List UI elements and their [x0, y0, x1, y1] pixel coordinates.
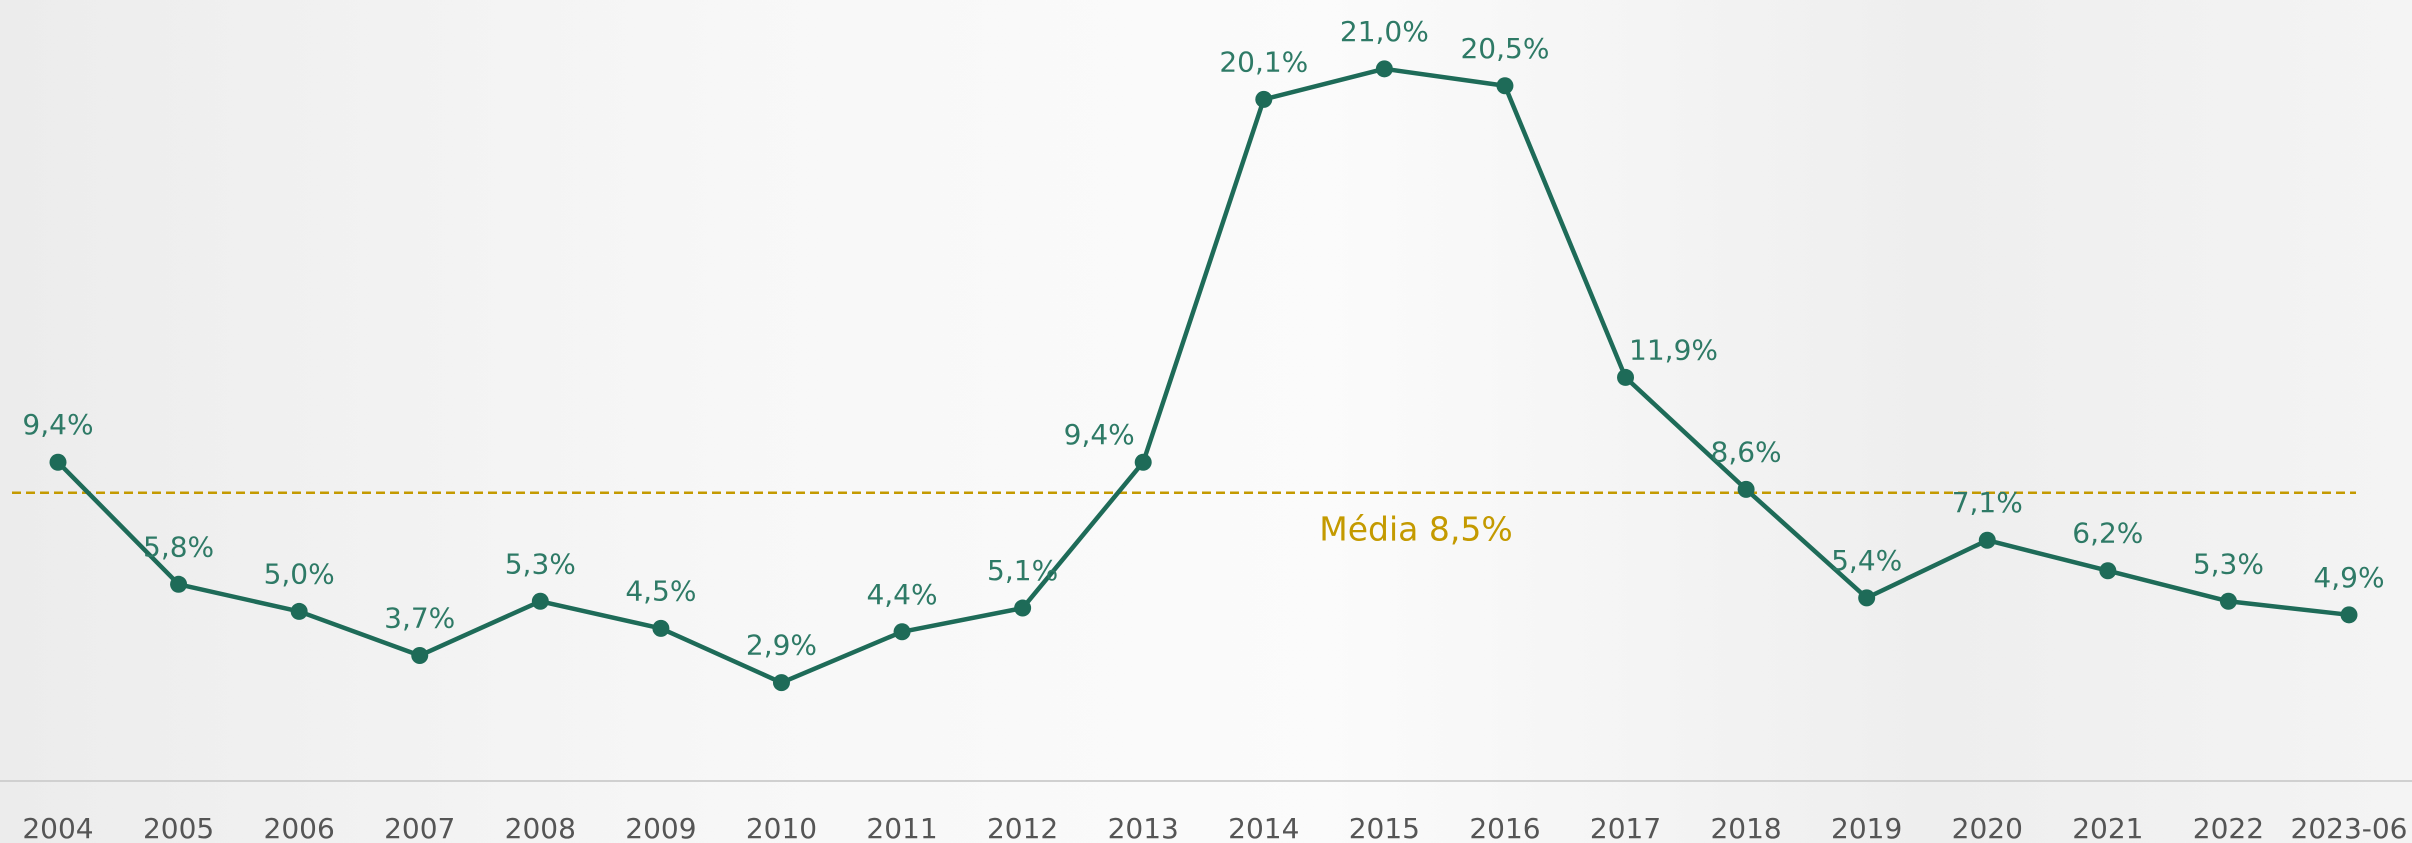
data-label: 3,7%: [384, 602, 455, 635]
x-tick-label: 2023-06: [2291, 812, 2408, 843]
data-label: 8,6%: [1711, 435, 1782, 468]
data-label: 11,9%: [1629, 333, 1718, 366]
data-point: [1496, 77, 1514, 95]
data-line: [56, 66, 2350, 685]
x-tick-label: 2018: [1710, 812, 1781, 843]
data-label: 5,8%: [143, 530, 214, 563]
mean-label: Média 8,5%: [1319, 510, 1512, 549]
data-label: 5,1%: [987, 554, 1058, 587]
data-point: [652, 619, 670, 637]
data-point: [2099, 562, 2117, 580]
data-point: [893, 623, 911, 641]
x-tick-label: 2020: [1952, 812, 2023, 843]
data-label: 4,4%: [866, 578, 937, 611]
x-tick-label: 2015: [1349, 812, 1420, 843]
x-tick-label: 2005: [143, 812, 214, 843]
x-tick-label: 2021: [2072, 812, 2143, 843]
data-label: 2,9%: [746, 629, 817, 662]
data-point: [49, 453, 67, 471]
x-tick-label: 2007: [384, 812, 455, 843]
x-tick-label: 2006: [264, 812, 335, 843]
x-tick-label: 2004: [22, 812, 93, 843]
data-point: [1617, 368, 1635, 386]
data-point: [772, 674, 790, 692]
x-tick-label: 2014: [1228, 812, 1299, 843]
x-tick-label: 2011: [866, 812, 937, 843]
data-point: [170, 575, 188, 593]
data-point: [1858, 589, 1876, 607]
data-point: [1014, 599, 1032, 617]
data-label: 4,9%: [2313, 561, 2384, 594]
data-label: 4,5%: [625, 574, 696, 607]
data-label: 7,1%: [1952, 486, 2023, 519]
data-point: [1255, 90, 1273, 108]
data-point: [2340, 606, 2358, 624]
x-tick-label: 2010: [746, 812, 817, 843]
x-tick-label: 2019: [1831, 812, 1902, 843]
data-point: [2219, 592, 2237, 610]
data-label: 9,4%: [1064, 418, 1135, 451]
x-tick-label: 2009: [625, 812, 696, 843]
x-tick-label: 2022: [2193, 812, 2264, 843]
x-tick-label: 2017: [1590, 812, 1661, 843]
data-label: 5,3%: [2193, 547, 2264, 580]
data-label: 5,4%: [1831, 544, 1902, 577]
data-point: [411, 647, 429, 665]
data-label: 20,1%: [1219, 45, 1308, 78]
data-label: 5,0%: [264, 557, 335, 590]
data-label: 6,2%: [2072, 517, 2143, 550]
x-tick-label: 2016: [1469, 812, 1540, 843]
data-label: 20,5%: [1460, 32, 1549, 65]
data-point: [531, 592, 549, 610]
x-tick-label: 2012: [987, 812, 1058, 843]
data-point: [290, 602, 308, 620]
data-label: 21,0%: [1340, 15, 1429, 48]
data-label: 9,4%: [22, 408, 93, 441]
x-tick-label: 2013: [1108, 812, 1179, 843]
data-point: [1134, 453, 1152, 471]
data-point: [1737, 480, 1755, 498]
data-point: [1978, 531, 1996, 549]
data-point: [1375, 60, 1393, 78]
data-label: 5,3%: [505, 547, 576, 580]
x-tick-label: 2008: [505, 812, 576, 843]
